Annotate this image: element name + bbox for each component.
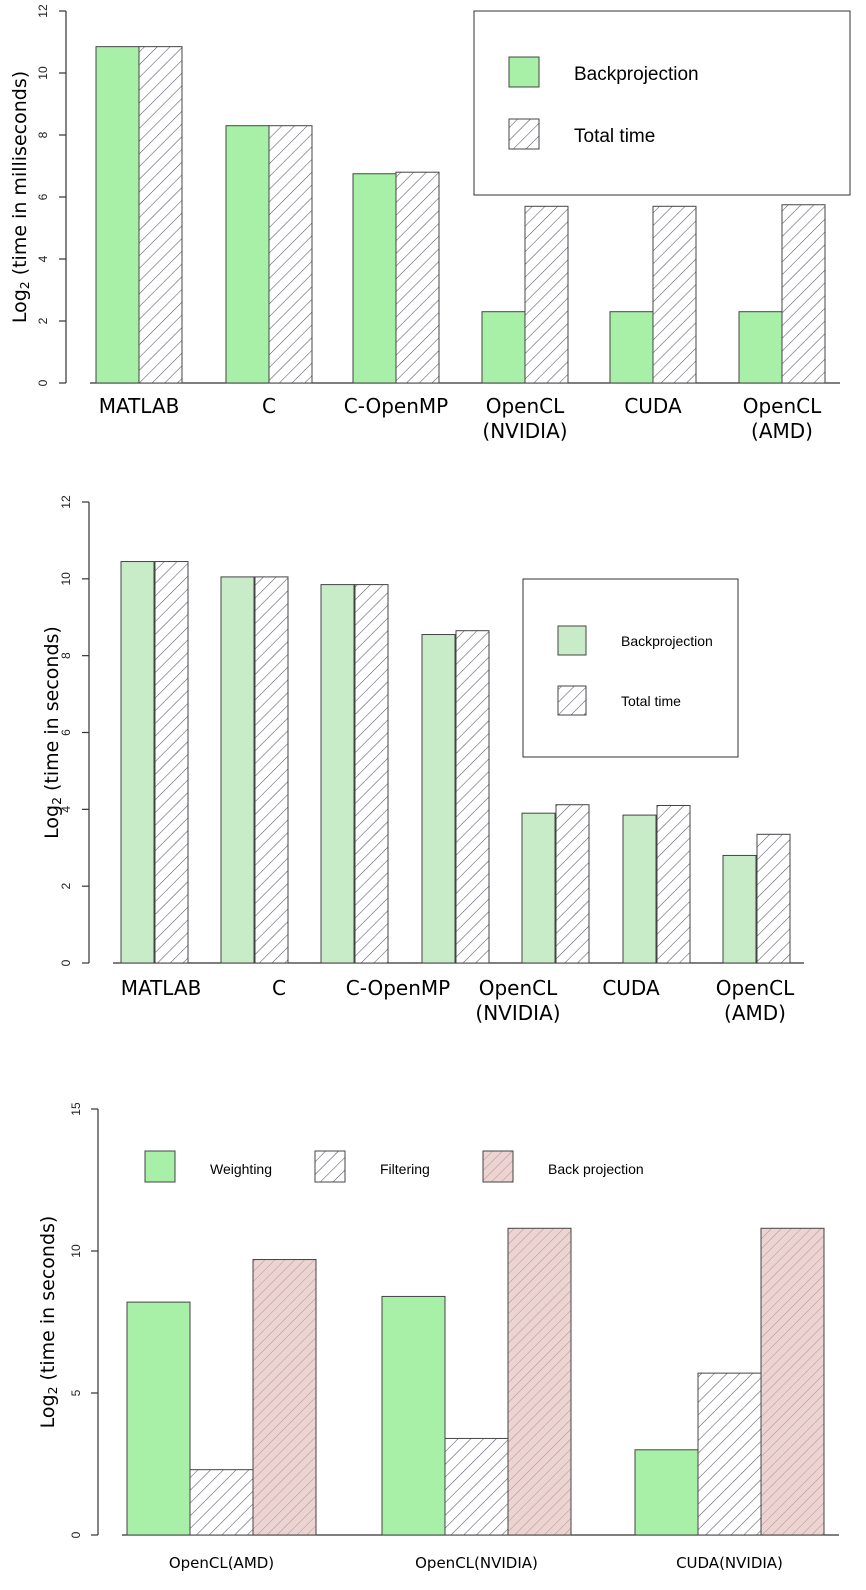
legend-box: [522, 578, 739, 758]
legend-swatch: [508, 56, 540, 88]
bar-backprojection: [320, 584, 355, 964]
bar-total-time: [268, 125, 313, 384]
legend-swatch: [557, 625, 587, 656]
bar-backprojection: [521, 812, 556, 964]
x-category-label: MATLAB: [121, 976, 202, 1000]
bar-backprojection: [481, 311, 526, 384]
legend-swatch: [557, 685, 587, 716]
y-axis-label: Log2 (time in seconds): [41, 626, 64, 839]
bar-back-projection: [507, 1227, 572, 1536]
x-category-label: OpenCL: [486, 394, 565, 418]
x-category-label: C: [272, 976, 286, 1000]
y-tick-label: 2: [59, 883, 73, 890]
x-category-label: C: [262, 394, 276, 418]
y-tick-label: 0: [36, 379, 50, 386]
x-category-label: C-OpenMP: [344, 394, 448, 418]
y-tick-label: 12: [36, 4, 50, 18]
bar-backprojection: [609, 311, 654, 384]
chart-1: 0 2 4 6 8 10 12 Log2 (time in milliseconds) MATL…: [9, 4, 851, 443]
y-tick-label: 8: [59, 652, 73, 659]
y-tick-label: 6: [36, 193, 50, 200]
legend: Weighting Filtering Back projection: [144, 1150, 644, 1183]
bar-total-time: [354, 584, 389, 964]
legend-label: Total time: [621, 693, 681, 709]
bar-total-time: [524, 205, 569, 384]
legend-box: [473, 10, 851, 196]
legend-label: Filtering: [380, 1161, 430, 1177]
bar-total-time: [254, 576, 289, 964]
x-category-label: (AMD): [751, 419, 813, 443]
bar-backprojection: [225, 125, 270, 384]
bar-filtering: [444, 1437, 509, 1536]
y-tick-label: 10: [36, 66, 50, 80]
bar-total-time: [138, 46, 183, 384]
x-category-label: OpenCL(AMD): [169, 1554, 274, 1572]
legend: Backprojection Total time: [522, 578, 739, 758]
y-tick-label: 12: [59, 495, 73, 509]
x-category-label: CUDA: [624, 394, 682, 418]
y-tick-label: 15: [69, 1102, 83, 1116]
y-tick-label: 0: [59, 959, 73, 966]
x-category-label: MATLAB: [99, 394, 180, 418]
x-category-label: (NVIDIA): [475, 1001, 560, 1025]
legend-swatch: [508, 118, 540, 150]
x-category-label: CUDA: [602, 976, 660, 1000]
legend-label: Backprojection: [574, 64, 699, 85]
legend-label: Backprojection: [621, 633, 713, 649]
charts-group: 0 2 4 6 8 10 12 Log2 (time in milliseconds) MATL…: [9, 4, 851, 1572]
bar-back-projection: [760, 1227, 825, 1536]
y-axis-label: Log2 (time in seconds): [37, 1216, 60, 1429]
x-category-label: (NVIDIA): [482, 419, 567, 443]
bar-total-time: [656, 804, 691, 964]
x-category-label: (AMD): [724, 1001, 786, 1025]
bar-backprojection: [220, 576, 255, 964]
bar-total-time: [555, 804, 590, 964]
y-axis-label: Log2 (time in milliseconds): [9, 71, 32, 323]
y-tick-label: 4: [59, 806, 73, 813]
x-category-label: OpenCL: [479, 976, 558, 1000]
bar-backprojection: [95, 46, 140, 384]
bar-total-time: [154, 561, 189, 964]
legend-swatch: [144, 1150, 176, 1183]
bar-backprojection: [738, 311, 783, 384]
legend-swatch: [482, 1150, 514, 1183]
legend: Backprojection Total time: [473, 10, 851, 196]
y-tick-label: 10: [69, 1244, 83, 1258]
bar-total-time: [455, 630, 490, 964]
bar-back-projection: [252, 1259, 317, 1536]
y-tick-label: 8: [36, 131, 50, 138]
bar-total-time: [756, 833, 791, 964]
bar-weighting: [381, 1295, 446, 1536]
bar-filtering: [697, 1372, 762, 1536]
y-tick-label: 10: [59, 572, 73, 586]
bar-backprojection: [421, 634, 456, 964]
bar-total-time: [781, 204, 826, 384]
legend-label: Back projection: [548, 1161, 644, 1177]
x-category-label: OpenCL: [743, 394, 822, 418]
y-tick-label: 5: [69, 1389, 83, 1396]
y-tick-label: 6: [59, 729, 73, 736]
bar-weighting: [634, 1449, 699, 1536]
x-category-label: C-OpenMP: [346, 976, 450, 1000]
bar-backprojection: [352, 173, 397, 384]
chart-3: 0 5 10 15 Log2 (time in seconds) OpenCL(AMD) O…: [37, 1102, 839, 1572]
bar-filtering: [189, 1469, 254, 1536]
bar-backprojection: [120, 561, 155, 964]
bar-backprojection: [722, 854, 757, 964]
bar-total-time: [652, 205, 697, 384]
legend-swatch: [314, 1150, 346, 1183]
legend-label: Weighting: [210, 1161, 272, 1177]
y-tick-label: 0: [69, 1531, 83, 1538]
bar-backprojection: [622, 814, 657, 964]
x-category-label: CUDA(NVIDIA): [676, 1554, 783, 1572]
x-category-label: OpenCL(NVIDIA): [415, 1554, 538, 1572]
bar-weighting: [126, 1301, 191, 1536]
y-tick-label: 2: [36, 317, 50, 324]
bar-total-time: [395, 171, 440, 384]
y-tick-label: 4: [36, 255, 50, 262]
x-category-label: OpenCL: [716, 976, 795, 1000]
legend-label: Total time: [574, 126, 655, 147]
chart-2: 0 2 4 6 8 10 12 Log2 (time in seconds) MATLAB C C-…: [41, 495, 804, 1025]
